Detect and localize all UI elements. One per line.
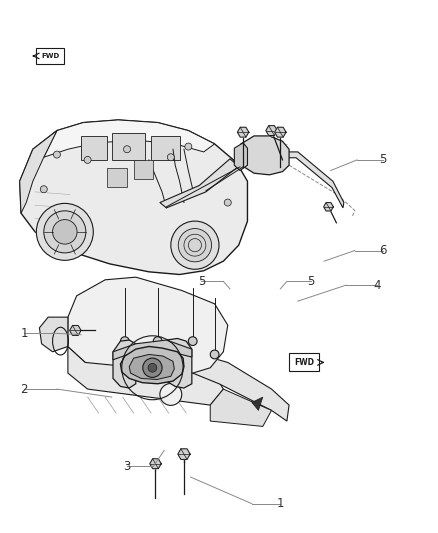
Circle shape (143, 358, 162, 377)
Polygon shape (178, 449, 190, 459)
Text: 5: 5 (198, 275, 205, 288)
Circle shape (171, 221, 219, 269)
Circle shape (53, 151, 60, 158)
Polygon shape (160, 159, 239, 208)
Polygon shape (81, 136, 107, 160)
Circle shape (44, 211, 86, 253)
Polygon shape (166, 338, 192, 388)
FancyBboxPatch shape (290, 353, 319, 372)
Polygon shape (275, 127, 286, 137)
Text: 5: 5 (380, 154, 387, 166)
Polygon shape (237, 127, 249, 137)
Circle shape (124, 146, 131, 153)
Polygon shape (324, 203, 333, 211)
Circle shape (53, 220, 77, 244)
Polygon shape (39, 317, 68, 352)
Circle shape (188, 337, 197, 345)
Circle shape (84, 156, 91, 164)
Circle shape (207, 177, 214, 185)
Text: 4: 4 (373, 279, 381, 292)
Polygon shape (20, 131, 57, 213)
Circle shape (40, 185, 47, 193)
Polygon shape (140, 341, 289, 421)
Circle shape (36, 204, 93, 260)
Polygon shape (113, 340, 136, 388)
Circle shape (178, 229, 212, 262)
Circle shape (210, 350, 219, 359)
Polygon shape (134, 160, 153, 179)
Circle shape (120, 337, 129, 345)
Polygon shape (20, 120, 247, 274)
Text: 3: 3 (124, 460, 131, 473)
Polygon shape (112, 133, 145, 160)
Circle shape (153, 337, 162, 345)
Text: FWD: FWD (41, 53, 60, 59)
Circle shape (148, 364, 157, 372)
Text: 1: 1 (20, 327, 28, 340)
Text: 5: 5 (307, 275, 314, 288)
Polygon shape (120, 346, 184, 384)
Text: FWD: FWD (294, 358, 314, 367)
Polygon shape (210, 389, 272, 426)
Circle shape (185, 143, 192, 150)
Text: 2: 2 (20, 383, 28, 395)
Text: 6: 6 (379, 244, 387, 257)
Polygon shape (129, 354, 174, 379)
Polygon shape (150, 459, 161, 469)
Polygon shape (68, 336, 223, 405)
Polygon shape (107, 168, 127, 187)
Text: 1: 1 (276, 497, 284, 510)
Polygon shape (266, 126, 277, 135)
Polygon shape (113, 340, 192, 360)
Polygon shape (70, 326, 81, 335)
Polygon shape (240, 136, 289, 175)
Polygon shape (234, 143, 247, 171)
Circle shape (167, 154, 174, 161)
Circle shape (160, 383, 182, 406)
Polygon shape (151, 136, 180, 160)
Polygon shape (252, 397, 263, 410)
FancyBboxPatch shape (36, 48, 64, 64)
Polygon shape (44, 120, 215, 157)
Polygon shape (287, 152, 344, 208)
Polygon shape (68, 277, 228, 373)
Circle shape (224, 199, 231, 206)
